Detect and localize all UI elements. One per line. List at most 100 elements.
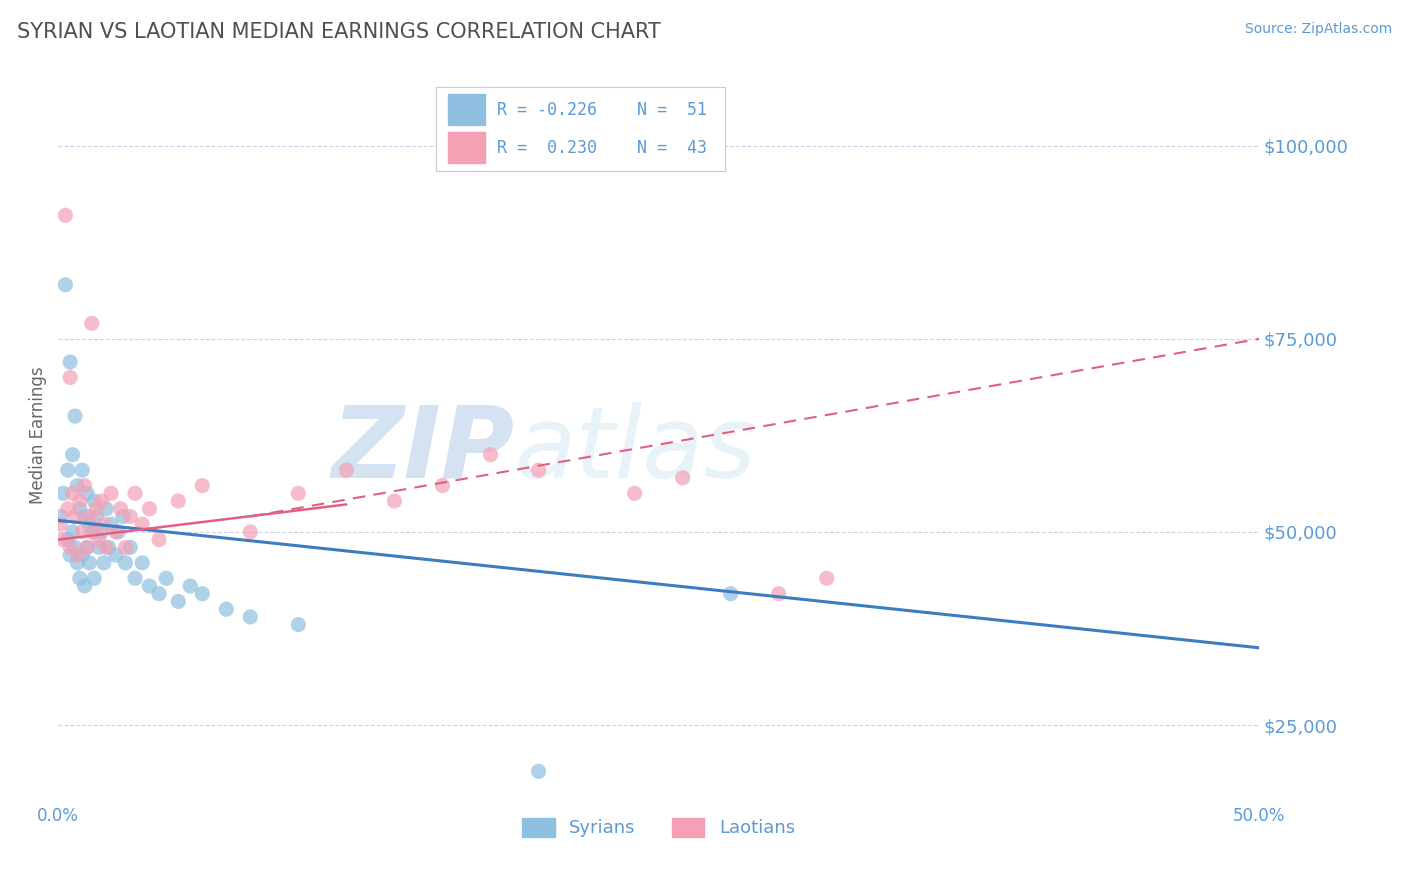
Legend: Syrians, Laotians: Syrians, Laotians	[515, 811, 803, 845]
Point	[479, 448, 502, 462]
Point	[120, 541, 142, 555]
Point	[120, 509, 142, 524]
Point	[93, 556, 115, 570]
Point	[114, 541, 136, 555]
Point	[97, 541, 120, 555]
Point	[70, 463, 93, 477]
Point	[62, 524, 84, 539]
Point	[83, 524, 105, 539]
Point	[73, 579, 96, 593]
Point	[432, 478, 454, 492]
Point	[623, 486, 645, 500]
Point	[59, 355, 82, 369]
Point	[63, 541, 86, 555]
Point	[86, 501, 108, 516]
Point	[59, 548, 82, 562]
Point	[59, 370, 82, 384]
Point	[100, 486, 122, 500]
Text: ZIP: ZIP	[332, 401, 515, 499]
Point	[70, 524, 93, 539]
Point	[96, 501, 118, 516]
Point	[527, 764, 550, 779]
Point	[63, 509, 86, 524]
Point	[111, 509, 134, 524]
Point	[66, 548, 89, 562]
Point	[335, 463, 357, 477]
Y-axis label: Median Earnings: Median Earnings	[30, 367, 46, 504]
Text: atlas: atlas	[515, 401, 756, 499]
Point	[215, 602, 238, 616]
Point	[62, 448, 84, 462]
Point	[107, 524, 129, 539]
Point	[73, 478, 96, 492]
Point	[63, 409, 86, 423]
Point	[768, 587, 790, 601]
Point	[49, 509, 72, 524]
Point	[79, 509, 101, 524]
Point	[52, 533, 75, 547]
Point	[815, 571, 838, 585]
Point	[138, 579, 160, 593]
Point	[66, 478, 89, 492]
Point	[287, 486, 309, 500]
Point	[191, 587, 214, 601]
Point	[148, 533, 170, 547]
Point	[53, 277, 76, 292]
Point	[80, 524, 103, 539]
Point	[167, 494, 190, 508]
Point	[87, 541, 110, 555]
Text: SYRIAN VS LAOTIAN MEDIAN EARNINGS CORRELATION CHART: SYRIAN VS LAOTIAN MEDIAN EARNINGS CORREL…	[17, 22, 661, 42]
Point	[49, 517, 72, 532]
Point	[155, 571, 177, 585]
Point	[79, 517, 101, 532]
Point	[124, 486, 146, 500]
Point	[87, 533, 110, 547]
Point	[93, 517, 115, 532]
Point	[83, 571, 105, 585]
Text: Source: ZipAtlas.com: Source: ZipAtlas.com	[1244, 22, 1392, 37]
Point	[720, 587, 742, 601]
Point	[672, 471, 695, 485]
Point	[52, 486, 75, 500]
Point	[104, 524, 127, 539]
Point	[83, 494, 105, 508]
Point	[70, 548, 93, 562]
Point	[167, 594, 190, 608]
Point	[114, 556, 136, 570]
Point	[62, 486, 84, 500]
Point	[59, 541, 82, 555]
Point	[191, 478, 214, 492]
Point	[148, 587, 170, 601]
Point	[96, 541, 118, 555]
Point	[73, 509, 96, 524]
Point	[69, 494, 91, 508]
Point	[69, 501, 91, 516]
Point	[179, 579, 201, 593]
Point	[384, 494, 406, 508]
Point	[69, 571, 91, 585]
Point	[131, 556, 153, 570]
Point	[80, 317, 103, 331]
Point	[79, 556, 101, 570]
Point	[66, 556, 89, 570]
Point	[86, 509, 108, 524]
Point	[76, 541, 98, 555]
Point	[124, 571, 146, 585]
Point	[56, 501, 79, 516]
Point	[76, 486, 98, 500]
Point	[53, 208, 76, 222]
Point	[90, 524, 112, 539]
Point	[76, 541, 98, 555]
Point	[138, 501, 160, 516]
Point	[90, 494, 112, 508]
Point	[239, 610, 262, 624]
Point	[110, 501, 132, 516]
Point	[56, 533, 79, 547]
Point	[100, 517, 122, 532]
Point	[56, 463, 79, 477]
Point	[239, 524, 262, 539]
Point	[104, 548, 127, 562]
Point	[527, 463, 550, 477]
Point	[287, 617, 309, 632]
Point	[131, 517, 153, 532]
